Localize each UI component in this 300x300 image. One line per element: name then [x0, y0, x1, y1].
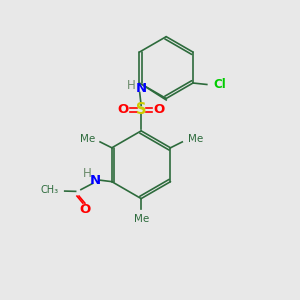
- Text: S: S: [136, 102, 146, 117]
- Text: Me: Me: [80, 134, 95, 144]
- Text: O: O: [154, 103, 165, 116]
- Text: Cl: Cl: [214, 78, 226, 91]
- Text: Me: Me: [188, 134, 203, 144]
- Text: O: O: [117, 103, 128, 116]
- Text: Me: Me: [134, 214, 149, 224]
- Text: N: N: [90, 174, 101, 187]
- Text: O: O: [80, 203, 91, 216]
- Text: H: H: [83, 167, 92, 180]
- Text: H: H: [127, 79, 136, 92]
- Text: CH₃: CH₃: [40, 184, 58, 195]
- Text: N: N: [136, 82, 147, 95]
